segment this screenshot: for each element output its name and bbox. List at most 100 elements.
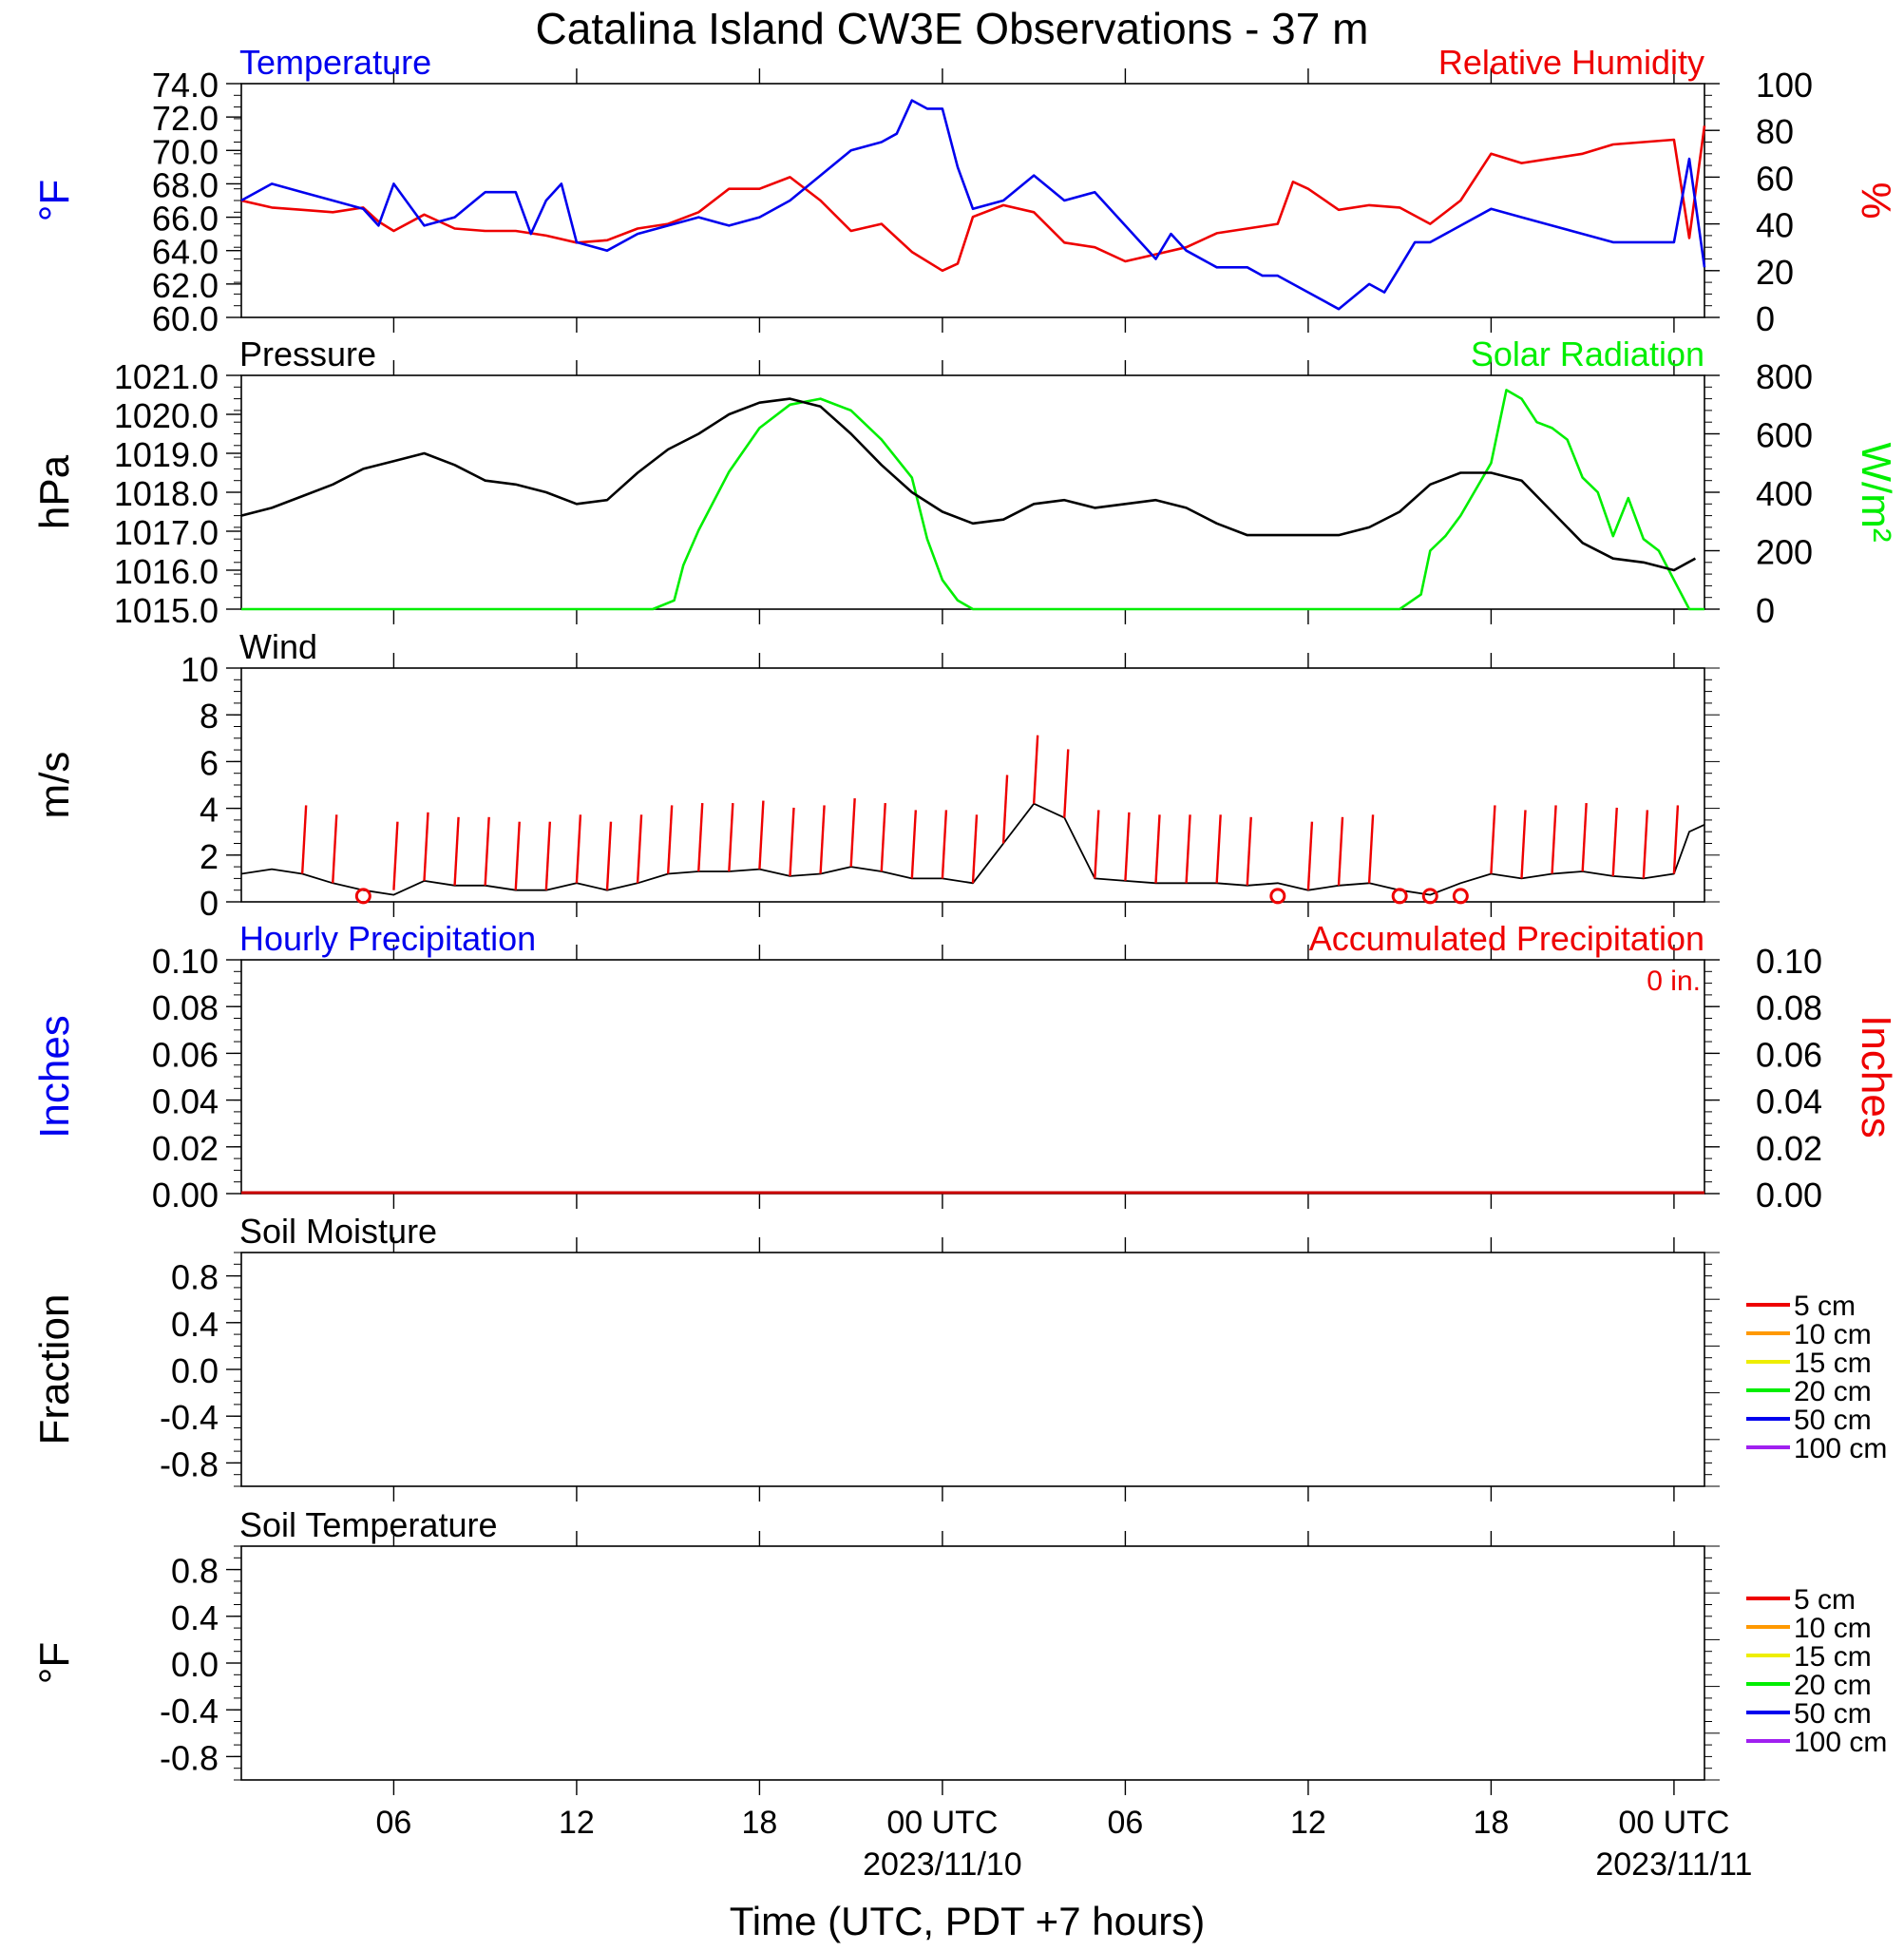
- wind-barb: [1581, 802, 1588, 872]
- y-tick-label: 0.06: [152, 1035, 219, 1074]
- wind-barb: [1490, 805, 1496, 874]
- legend-label: 5 cm: [1794, 1291, 1856, 1322]
- legend-label: 100 cm: [1794, 1433, 1887, 1464]
- wind-barb: [819, 805, 826, 874]
- left-unit-label: hPa: [31, 454, 78, 529]
- accumulated-total-label: 0 in.: [1647, 966, 1701, 997]
- y-tick-label: 72.0: [152, 99, 219, 138]
- x-tick-label: 12: [1290, 1805, 1326, 1841]
- wind-barb: [636, 814, 643, 884]
- y-tick-label: 8: [200, 697, 219, 736]
- wind-barb: [575, 814, 582, 884]
- legend-label: 50 cm: [1794, 1405, 1872, 1436]
- wind-barb: [758, 800, 765, 870]
- y-tick-label-right: 0.06: [1756, 1035, 1822, 1074]
- y-tick-label: 70.0: [152, 132, 219, 171]
- wind-barb: [453, 816, 460, 886]
- y-tick-label: -0.8: [160, 1444, 219, 1483]
- temp_rh-frame: [240, 83, 1705, 318]
- wind-barb: [1032, 735, 1039, 804]
- panel-title-right: Accumulated Precipitation: [1309, 919, 1704, 958]
- wind-barb: [605, 821, 613, 890]
- wind-barb: [1520, 810, 1527, 879]
- wind-barb: [1367, 814, 1375, 884]
- panel-title-left: Pressure: [239, 335, 376, 373]
- y-tick-label-right: 0.02: [1756, 1129, 1822, 1168]
- y-tick-label: 0.10: [152, 942, 219, 981]
- y-tick-label-right: 0.08: [1756, 988, 1822, 1027]
- wind-barb: [728, 802, 734, 872]
- panel-title-left: Hourly Precipitation: [239, 919, 536, 958]
- y-tick-label-right: 40: [1756, 206, 1794, 245]
- precip-panel: Hourly Precipitation Accumulated Precipit…: [31, 919, 1899, 1215]
- y-tick-label: 66.0: [152, 200, 219, 239]
- y-tick-label: 0.0: [171, 1645, 219, 1684]
- wind-barb: [666, 805, 674, 874]
- y-tick-label-right: 80: [1756, 112, 1794, 151]
- y-tick-label: 0.04: [152, 1082, 219, 1121]
- legend-label: 15 cm: [1794, 1348, 1872, 1379]
- temp-rh-panel: Temperature Relative Humidity 60.062.064.0…: [31, 43, 1899, 338]
- y-tick-label: 0: [200, 884, 219, 923]
- panel-title-left: Wind: [239, 627, 317, 666]
- legend-label: 100 cm: [1794, 1727, 1887, 1758]
- precip-frame: [240, 959, 1705, 1195]
- wind-barb: [423, 812, 429, 881]
- wind-barb: [514, 821, 521, 890]
- wind-barb: [1337, 816, 1344, 886]
- panel-title-left: Soil Temperature: [239, 1505, 497, 1544]
- y-tick-label-right: 800: [1756, 357, 1813, 396]
- wind-panel: Wind 0 2 4 6 8 10 m/s: [31, 627, 1720, 923]
- y-tick-label-right: 0: [1756, 591, 1775, 630]
- x-axis-label: Time (UTC, PDT +7 hours): [730, 1899, 1206, 1943]
- legend-label: 10 cm: [1794, 1319, 1872, 1350]
- x-tick-label: 00 UTC: [886, 1805, 998, 1841]
- wind-barb: [1551, 805, 1557, 874]
- panel-title-left: Soil Moisture: [239, 1212, 437, 1251]
- wind-barb: [910, 810, 918, 879]
- y-tick-label: 0.02: [152, 1129, 219, 1168]
- wind-barb: [880, 802, 886, 872]
- y-tick-label: 0.4: [171, 1305, 219, 1344]
- y-tick-label-right: 0.00: [1756, 1176, 1822, 1215]
- wind-barb: [1215, 814, 1222, 884]
- y-tick-label: -0.4: [160, 1692, 219, 1731]
- soil-temperature-panel: Soil Temperature-0.8-0.40.00.40.8°F5 cm1…: [31, 1505, 1887, 1795]
- legend-label: 50 cm: [1794, 1698, 1872, 1730]
- wind-barb: [849, 798, 856, 868]
- y-tick-label: 0.4: [171, 1598, 219, 1637]
- wind-barb: [1154, 814, 1161, 884]
- right-unit-label: Inches: [1853, 1015, 1899, 1138]
- legend-label: 5 cm: [1794, 1584, 1856, 1616]
- y-tick-label-right: 0: [1756, 299, 1775, 338]
- wind-barb: [1124, 812, 1131, 881]
- x-axis-ticks: 06 12 18 00 UTC 2023/11/10 06 12 18 00 UTC 2023/1…: [376, 1805, 1753, 1883]
- wind-barb: [1611, 807, 1618, 877]
- y-tick-label-right: 0.04: [1756, 1082, 1822, 1121]
- legend-label: 15 cm: [1794, 1641, 1872, 1673]
- y-tick-label-right: 200: [1756, 533, 1813, 572]
- wind-barb: [1063, 749, 1070, 818]
- left-unit-label: °F: [31, 1642, 78, 1684]
- wind-barb: [1672, 805, 1680, 874]
- right-unit-label: %: [1853, 182, 1899, 219]
- x-tick-label: 00 UTC: [1618, 1805, 1729, 1841]
- y-tick-label: 0.8: [171, 1552, 219, 1591]
- wind-barb: [1642, 810, 1649, 879]
- temperature-line: [240, 99, 1706, 311]
- panels: Temperature Relative Humidity60.062.064.0…: [31, 43, 1899, 1883]
- pressure-solar-panel: Pressure Solar Radiation 1015.01016.01017.…: [31, 335, 1899, 630]
- soil-moisture-panel: Soil Moisture -0.8 -0.4 0.0 0.4 0.8 Fraction 5 …: [31, 1212, 1887, 1502]
- wind-barb: [332, 814, 338, 884]
- legend-label: 10 cm: [1794, 1613, 1872, 1644]
- wind-speed-line: [240, 802, 1705, 896]
- legend-label: 20 cm: [1794, 1670, 1872, 1701]
- wind-barb: [1185, 814, 1191, 884]
- y-tick-label: 2: [200, 837, 219, 876]
- wind-barb: [1001, 775, 1009, 844]
- x-tick-label: 18: [1474, 1805, 1510, 1841]
- figure-title: Catalina Island CW3E Observations - 37 m: [536, 4, 1369, 53]
- y-tick-label: -0.8: [160, 1738, 219, 1777]
- wind-barb: [697, 802, 704, 872]
